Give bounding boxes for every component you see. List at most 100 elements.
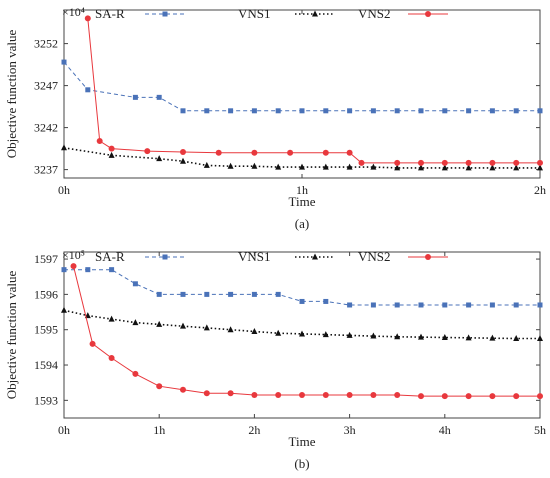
x-tick-label: 1h [296, 183, 308, 197]
data-point [418, 393, 424, 400]
data-point [180, 386, 186, 393]
y-axis-title: Objective function value [4, 30, 19, 159]
data-point [537, 302, 543, 308]
data-point [513, 393, 520, 400]
x-tick-label: 3h [344, 423, 356, 437]
data-point [132, 319, 139, 326]
data-point [89, 340, 96, 347]
data-point [465, 393, 472, 400]
data-point [394, 164, 401, 171]
legend-entry: VNS2 [358, 6, 448, 21]
data-point [156, 383, 163, 390]
data-point [537, 335, 543, 342]
data-point [108, 151, 115, 158]
data-point [346, 392, 353, 399]
legend-entry: SA-R [95, 6, 185, 21]
x-axis-title: Time [289, 434, 316, 449]
series-sa-r [61, 267, 543, 308]
y-tick-label: 1593 [34, 393, 58, 407]
legend-marker [425, 254, 431, 260]
data-point [394, 392, 401, 399]
data-point [275, 163, 282, 170]
legend-label: SA-R [95, 249, 125, 264]
data-point [347, 302, 353, 308]
data-point [61, 306, 67, 313]
data-point [203, 161, 210, 168]
data-point [346, 331, 353, 338]
data-point [489, 302, 495, 308]
series-line [63, 309, 540, 340]
data-point [418, 108, 424, 114]
data-point [370, 332, 377, 339]
data-point [251, 291, 257, 297]
y-tick-label: 3237 [34, 163, 58, 177]
data-point [489, 108, 495, 114]
data-point [251, 162, 258, 169]
data-point [287, 149, 294, 156]
data-point [251, 327, 258, 334]
x-tick-label: 5h [534, 423, 546, 437]
data-point [441, 164, 448, 171]
data-point [347, 108, 353, 114]
data-point [370, 163, 377, 170]
data-point [132, 94, 138, 100]
x-axis-title: Time [289, 194, 316, 209]
data-point [466, 108, 472, 114]
legend-entry: SA-R [95, 249, 185, 264]
data-point [441, 159, 448, 166]
data-point [441, 393, 448, 400]
data-point [346, 163, 353, 170]
series-vns2 [70, 263, 543, 400]
y-tick-label: 1595 [34, 323, 58, 337]
data-point [513, 159, 520, 166]
data-point [537, 393, 543, 400]
data-point [441, 333, 448, 340]
data-point [109, 267, 115, 273]
data-point [275, 392, 282, 399]
data-point [465, 159, 472, 166]
data-point [96, 138, 103, 145]
data-point [156, 155, 163, 162]
axis-scale-label: ×10⁵ [62, 248, 85, 262]
data-point [418, 333, 424, 340]
legend-marker [162, 11, 168, 17]
data-point [61, 267, 67, 273]
data-point [370, 108, 376, 114]
series-line [87, 18, 540, 164]
legend-entry: VNS1 [238, 6, 335, 21]
data-point [251, 392, 258, 399]
data-point [489, 164, 496, 171]
plot-frame [63, 251, 541, 419]
legend-entry: VNS2 [358, 249, 448, 264]
data-point [251, 149, 258, 156]
data-point [61, 59, 67, 65]
legend-marker [162, 254, 168, 260]
x-tick-label: 1h [153, 423, 165, 437]
data-point [442, 302, 448, 308]
x-tick-label: 0h [58, 423, 70, 437]
data-point [465, 334, 472, 341]
data-point [322, 163, 329, 170]
data-point [275, 329, 282, 336]
series-line [63, 61, 540, 112]
data-point [156, 94, 162, 100]
data-point [70, 263, 77, 270]
legend-marker [312, 10, 318, 17]
data-point [85, 267, 91, 273]
data-point [61, 144, 67, 151]
data-point [394, 159, 401, 166]
data-point [442, 108, 448, 114]
chart-panel-1: 0h 1h 2h 3h 4h 5h 1593 1594 1595 1596 1597 ×10⁵ Time… [4, 248, 546, 471]
data-point [299, 163, 305, 170]
data-point [203, 390, 210, 397]
y-tick-label: 1594 [34, 358, 58, 372]
data-point [299, 392, 305, 399]
data-point [537, 108, 543, 114]
y-tick-label: 3252 [34, 37, 58, 51]
data-point [513, 335, 520, 342]
data-point [323, 108, 329, 114]
data-point [108, 145, 115, 152]
series-line [73, 265, 540, 397]
data-point [180, 322, 186, 329]
data-point [299, 330, 305, 337]
